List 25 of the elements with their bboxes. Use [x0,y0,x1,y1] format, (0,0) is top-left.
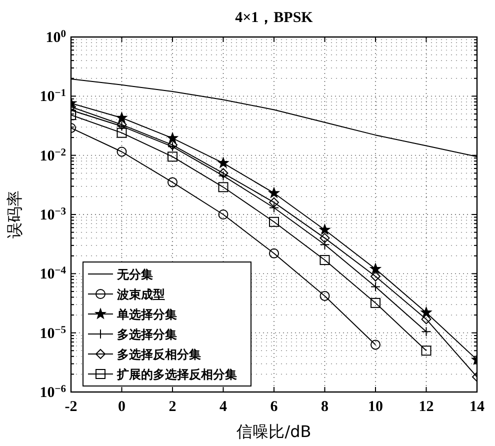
legend-label: 多选择分集 [117,328,177,342]
x-tick-label: 6 [270,399,278,415]
y-tick-label: 10$^{−4}$ [40,265,67,283]
legend-label: 多选择反相分集 [117,348,201,362]
y-tick-label: 10$^{−1}$ [40,88,66,106]
chart-title: 4×1，BPSK [235,10,314,26]
x-tick-label: 2 [168,399,176,415]
x-tick-label: 12 [418,399,434,415]
x-tick-label: -2 [64,399,78,415]
y-axis-title: 误码率 [5,190,24,238]
y-tick-label: 10$^{−3}$ [40,206,66,224]
legend-label: 波束成型 [116,288,165,302]
x-tick-label: 8 [321,399,328,415]
legend-label: 单选择分集 [116,308,177,322]
y-tick-label: 10$^{0}$ [46,28,66,46]
x-tick-label: 4 [220,399,228,415]
y-tick-label: 10$^{−5}$ [40,324,66,342]
x-tick-label: 0 [118,399,126,415]
x-tick-label: 10 [368,399,383,415]
x-tick-label: 14 [470,399,485,415]
legend-label: 扩展的多选择反相分集 [116,368,237,382]
y-tick-label: 10$^{−6}$ [40,384,66,401]
y-tick-label: 10$^{−2}$ [40,146,66,164]
legend-label: 无分集 [116,268,153,282]
x-axis-title: 信噪比/dB [236,422,312,441]
